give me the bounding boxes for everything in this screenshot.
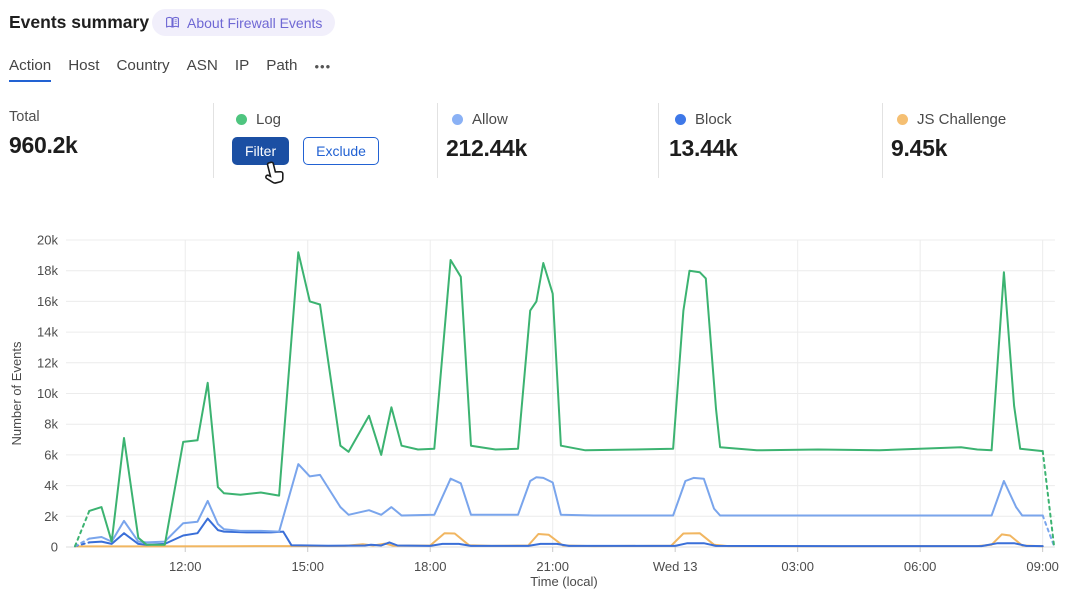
- x-tick-label: 21:00: [536, 559, 569, 574]
- series-allow-dash-start: [74, 537, 91, 548]
- series-log-line: [88, 251, 1044, 546]
- divider: [658, 103, 659, 178]
- stat-value-allow: 212.44k: [446, 135, 528, 161]
- tab-asn[interactable]: ASN: [186, 57, 218, 74]
- filter-button[interactable]: Filter: [232, 137, 290, 165]
- y-tick-label: 8k: [44, 417, 58, 432]
- divider: [437, 103, 438, 178]
- y-tick-label: 4k: [44, 478, 58, 493]
- events-over-time-chart: 0 2k 4k 6k 8k 10k 12k 14k 16k 18k 20k 12:00 15:00 18:…: [9, 233, 1059, 589]
- y-tick-label: 6k: [44, 447, 58, 462]
- y-tick-label: 2k: [44, 509, 58, 524]
- stat-label: JS Challenge: [917, 111, 1007, 128]
- hand-pointer-cursor-icon: [265, 161, 284, 184]
- stat-value-js-challenge: 9.45k: [891, 135, 948, 161]
- log-legend-dot: [236, 114, 247, 125]
- stat-label: Total: [9, 109, 40, 125]
- stat-label: Block: [695, 111, 732, 128]
- y-tick-label: 14k: [37, 325, 58, 340]
- x-axis-title: Time (local): [530, 574, 597, 589]
- allow-legend-dot: [452, 114, 463, 125]
- series-allow-line: [88, 463, 1044, 544]
- series-allow-dash-end: [1041, 514, 1056, 548]
- divider: [213, 103, 214, 178]
- stat-label: Log: [256, 111, 282, 128]
- about-firewall-events-badge[interactable]: About Firewall Events: [152, 9, 336, 36]
- stats-row: Total 960.2k Log Filter Exclude Allow 21…: [0, 100, 1068, 180]
- stat-card-log[interactable]: Log Filter Exclude: [230, 100, 379, 165]
- stat-card-block[interactable]: Block 13.44k: [669, 100, 738, 162]
- series-block-line: [88, 517, 1044, 548]
- x-tick-label: 12:00: [169, 559, 202, 574]
- book-icon: [166, 16, 179, 28]
- x-tick-label: 09:00: [1026, 559, 1059, 574]
- y-tick-label: 0: [51, 540, 58, 555]
- stat-label: Allow: [472, 111, 508, 128]
- x-tick-label: 06:00: [904, 559, 937, 574]
- page-title: Events summary: [9, 12, 150, 32]
- y-tick-label: 18k: [37, 263, 58, 278]
- tab-path[interactable]: Path: [266, 57, 298, 74]
- tab-host[interactable]: Host: [68, 57, 100, 74]
- divider: [882, 103, 883, 178]
- stat-card-js-challenge[interactable]: JS Challenge 9.45k: [891, 100, 1006, 162]
- y-tick-label: 10k: [37, 386, 58, 401]
- tab-country[interactable]: Country: [116, 57, 170, 74]
- series-log-dash-start: [74, 509, 91, 548]
- group-by-tabs: Action Host Country ASN IP Path •••: [9, 57, 331, 82]
- x-tick-label: Wed 13: [653, 559, 698, 574]
- y-tick-label: 16k: [37, 294, 58, 309]
- js-challenge-legend-dot: [897, 114, 908, 125]
- about-badge-label: About Firewall Events: [187, 14, 323, 31]
- y-tick-label: 12k: [37, 355, 58, 370]
- tab-action[interactable]: Action: [9, 57, 52, 82]
- exclude-button[interactable]: Exclude: [303, 137, 379, 165]
- stat-card-allow[interactable]: Allow 212.44k: [446, 100, 527, 162]
- tab-ip[interactable]: IP: [234, 57, 250, 74]
- stat-value-total: 960.2k: [9, 132, 78, 158]
- y-axis-title: Number of Events: [9, 341, 24, 446]
- x-tick-label: 15:00: [291, 559, 324, 574]
- stat-value-block: 13.44k: [669, 135, 738, 161]
- tabs-more-button[interactable]: •••: [314, 59, 332, 74]
- x-tick-label: 03:00: [781, 559, 814, 574]
- x-tick-label: 18:00: [414, 559, 447, 574]
- y-tick-label: 20k: [37, 233, 58, 248]
- block-legend-dot: [675, 114, 686, 125]
- stat-card-total: Total 960.2k: [9, 100, 78, 159]
- series-log-dash-end: [1041, 450, 1056, 548]
